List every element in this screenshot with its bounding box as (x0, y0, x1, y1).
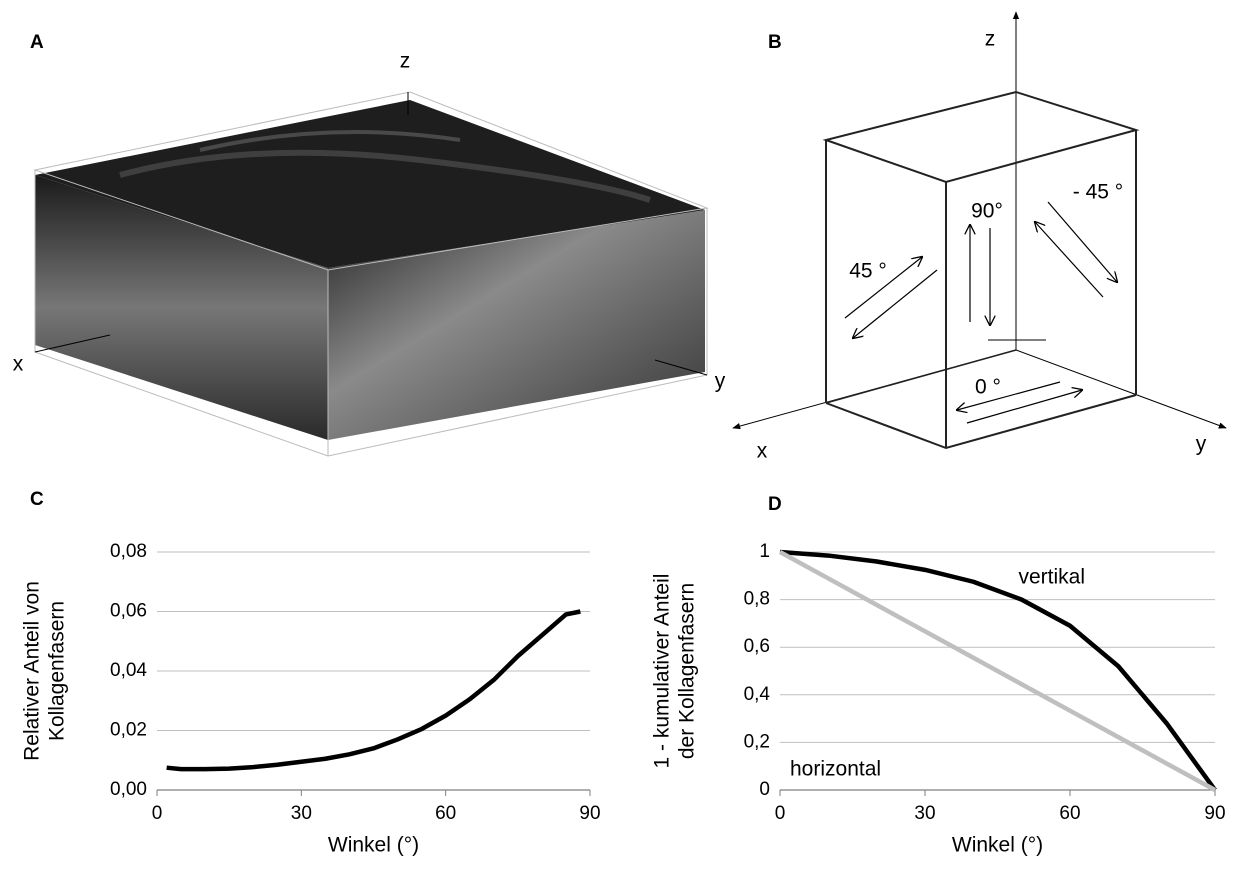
x-axis-label: Winkel (°) (952, 834, 1043, 857)
y-axis-label: Kollagenfasern (46, 601, 69, 741)
y-axis-label: Relativer Anteil von (21, 581, 44, 761)
angle-label: - 45 ° (1073, 181, 1123, 204)
y-tick-label: 0,2 (744, 731, 770, 752)
x-tick-label: 30 (914, 803, 935, 824)
axis-label: x (13, 353, 24, 376)
y-tick-label: 0,02 (110, 720, 147, 741)
x-tick-label: 60 (435, 803, 456, 824)
data-line (780, 552, 1215, 790)
axis-label: z (400, 50, 411, 73)
panel-label: C (30, 489, 44, 510)
data-line (167, 612, 581, 770)
panel-label: D (768, 494, 782, 515)
y-tick-label: 1 (759, 541, 770, 562)
y-tick-label: 0,06 (110, 601, 147, 622)
panel-label: A (30, 32, 44, 53)
series-label: horizontal (790, 758, 881, 781)
axis-label: x (757, 440, 768, 463)
x-tick-label: 0 (152, 803, 163, 824)
y-axis-label: der Kollagenfasern (676, 583, 699, 759)
y-tick-label: 0,6 (744, 636, 770, 657)
y-tick-label: 0,04 (110, 660, 147, 681)
panel-label: B (768, 32, 782, 53)
axis-label: z (985, 28, 996, 51)
angle-label: 45 ° (849, 260, 887, 283)
y-tick-label: 0,00 (110, 779, 147, 800)
y-tick-label: 0 (759, 779, 770, 800)
angle-label: 0 ° (975, 376, 1001, 399)
x-tick-label: 30 (291, 803, 312, 824)
x-tick-label: 0 (775, 803, 786, 824)
x-tick-label: 90 (1204, 803, 1225, 824)
chart: C 0,00 0,02 0,04 0,06 0,08 0 30 60 90 Winkel (°) Re… (21, 489, 601, 857)
axis-label: y (1196, 433, 1207, 456)
x-axis-label: Winkel (°) (328, 834, 419, 857)
figure: A z x y B (0, 0, 1237, 870)
x-tick-label: 90 (579, 803, 600, 824)
y-tick-label: 0,4 (744, 684, 771, 705)
y-axis-label: 1 - kumulativer Anteil (651, 574, 674, 769)
y-tick-label: 0,08 (110, 541, 147, 562)
panel-b: B z x y 90° - 45 ° 4 (733, 12, 1226, 463)
axis-label: y (715, 370, 726, 393)
y-tick-label: 0,8 (744, 589, 770, 610)
angle-label: 90° (971, 200, 1003, 223)
series-label: vertikal (1018, 566, 1085, 589)
chart: D 0 0,2 0,4 0,6 0,8 1 0 30 60 90 Winkel (°) 1 - kumu… (651, 494, 1226, 857)
x-tick-label: 60 (1059, 803, 1080, 824)
page: A z x y B (0, 0, 1237, 870)
panel-a: A z x y (13, 32, 726, 456)
